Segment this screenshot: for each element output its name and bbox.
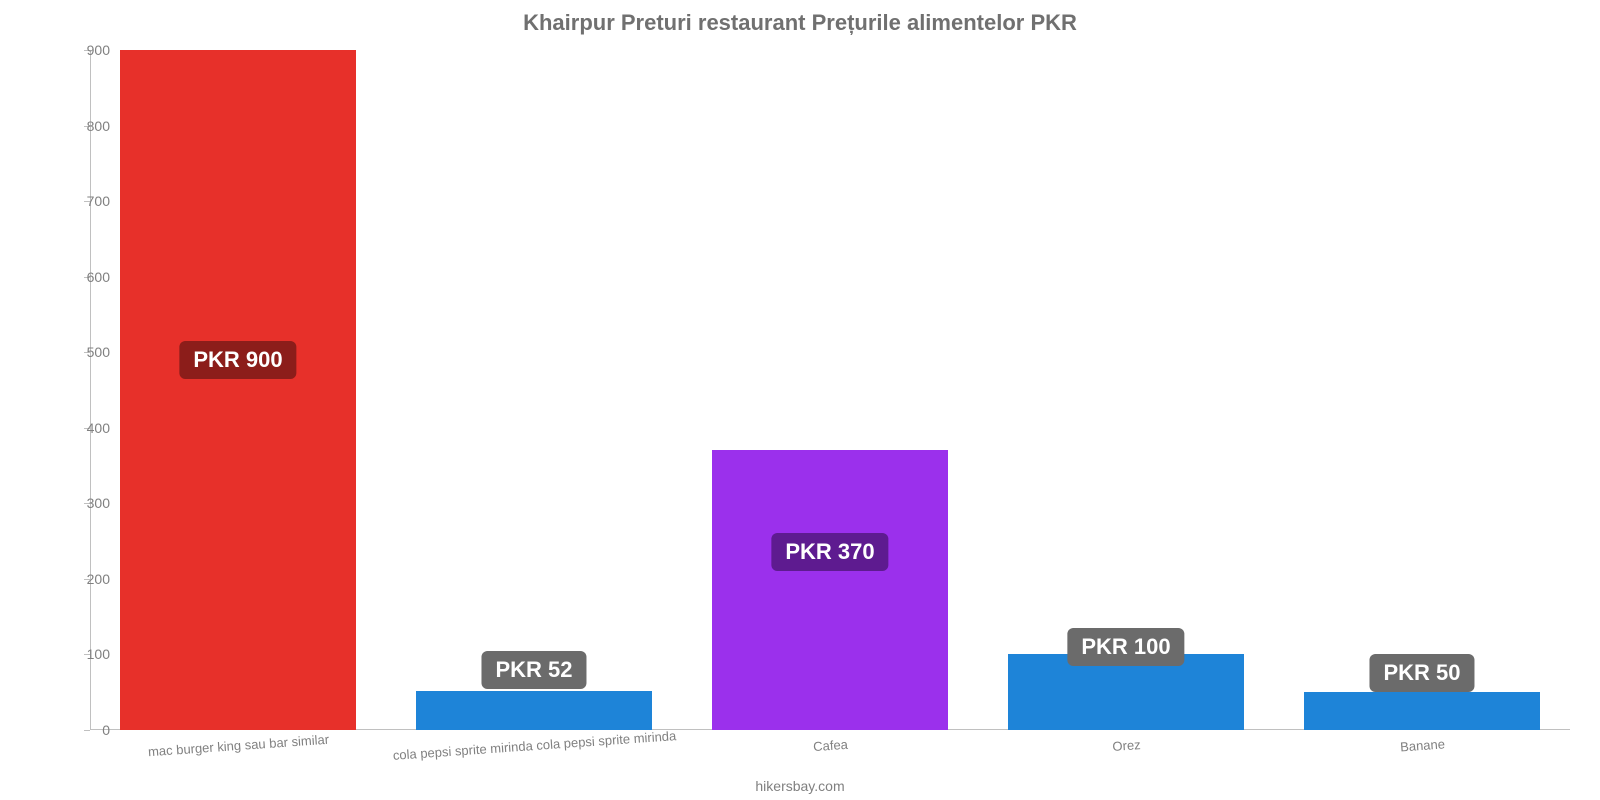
y-tick-label: 100 <box>87 646 110 662</box>
x-category-label: Banane <box>1400 736 1446 754</box>
y-tick-label: 0 <box>102 722 110 738</box>
y-tick-label: 800 <box>87 118 110 134</box>
bar <box>120 50 357 730</box>
bar <box>712 450 949 730</box>
value-badge: PKR 900 <box>179 341 296 379</box>
y-tick-label: 400 <box>87 420 110 436</box>
value-badge: PKR 52 <box>481 651 586 689</box>
x-category-label: mac burger king sau bar similar <box>148 732 330 760</box>
value-badge: PKR 370 <box>771 533 888 571</box>
y-axis-line <box>90 50 91 730</box>
bar <box>1304 692 1541 730</box>
y-tick-mark <box>84 730 90 731</box>
x-category-label: Orez <box>1112 737 1141 754</box>
y-tick-label: 600 <box>87 269 110 285</box>
value-badge: PKR 100 <box>1067 628 1184 666</box>
chart-footer: hikersbay.com <box>0 778 1600 794</box>
bar <box>416 691 653 730</box>
y-tick-label: 500 <box>87 344 110 360</box>
y-tick-label: 200 <box>87 571 110 587</box>
x-category-label: cola pepsi sprite mirinda cola pepsi spr… <box>392 728 676 763</box>
y-tick-label: 900 <box>87 42 110 58</box>
plot-area: PKR 900 PKR 52 PKR 370 PKR 100 PKR 50 <box>90 50 1570 730</box>
y-tick-label: 700 <box>87 193 110 209</box>
chart-title: Khairpur Preturi restaurant Prețurile al… <box>0 10 1600 36</box>
y-tick-label: 300 <box>87 495 110 511</box>
value-badge: PKR 50 <box>1369 654 1474 692</box>
x-category-label: Cafea <box>813 737 849 754</box>
